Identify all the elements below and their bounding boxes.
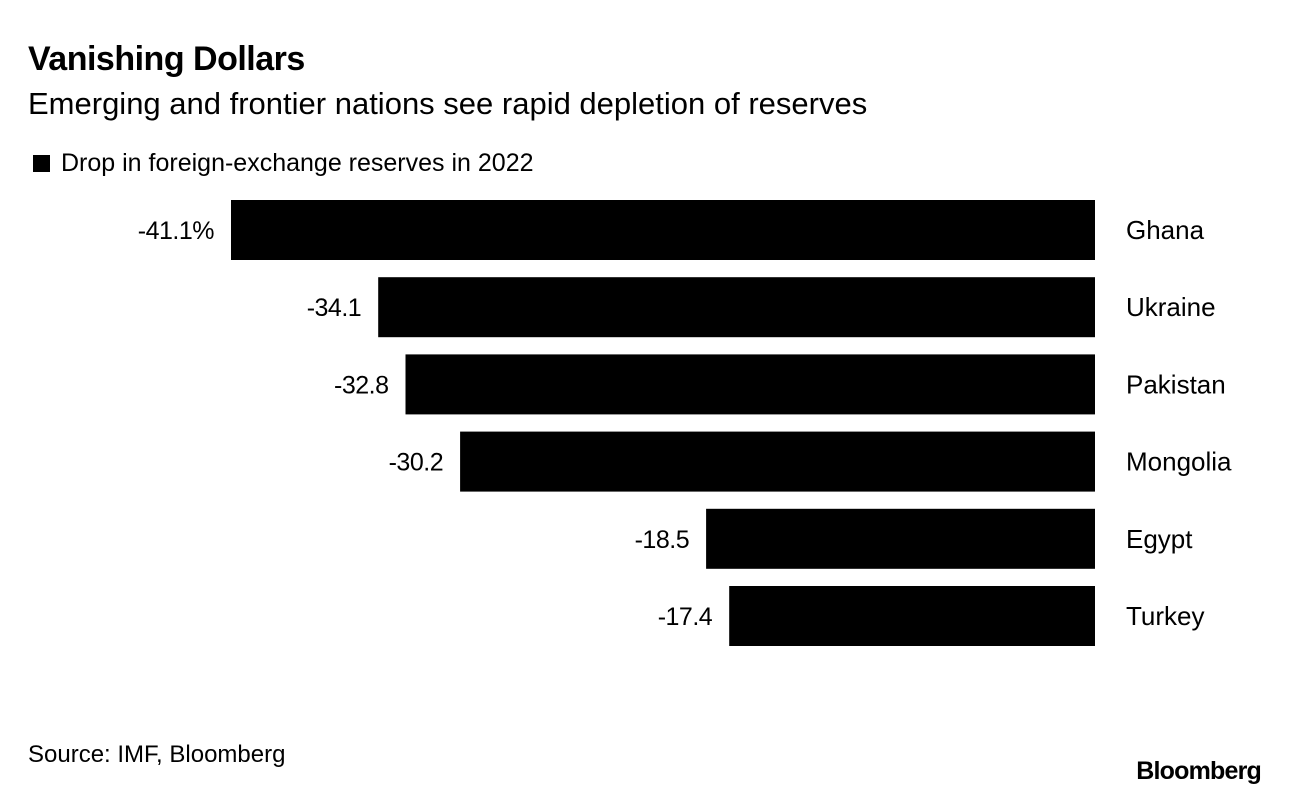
category-label-turkey: Turkey xyxy=(1126,601,1205,631)
category-label-ghana: Ghana xyxy=(1126,215,1205,245)
category-label-mongolia: Mongolia xyxy=(1126,447,1232,477)
source-note: Source: IMF, Bloomberg xyxy=(28,741,286,768)
bar-turkey xyxy=(729,586,1095,646)
bar-pakistan xyxy=(405,354,1095,415)
data-label-pakistan: -32.8 xyxy=(334,371,388,399)
legend-label: Drop in foreign-exchange reserves in 202… xyxy=(61,149,534,177)
data-label-ukraine: -34.1 xyxy=(307,294,361,322)
bar-ghana xyxy=(231,200,1095,260)
bar-ukraine xyxy=(378,277,1095,338)
legend: Drop in foreign-exchange reserves in 202… xyxy=(33,149,534,178)
chart-subtitle: Emerging and frontier nations see rapid … xyxy=(28,86,868,121)
bar-egypt xyxy=(706,508,1095,569)
category-label-egypt: Egypt xyxy=(1126,524,1193,554)
chart-title: Vanishing Dollars xyxy=(28,40,305,78)
data-label-mongolia: -30.2 xyxy=(389,449,443,477)
category-label-pakistan: Pakistan xyxy=(1126,369,1226,399)
data-label-egypt: -18.5 xyxy=(635,526,689,554)
bar-mongolia xyxy=(460,431,1096,492)
bloomberg-logo: Bloomberg xyxy=(1136,757,1262,785)
data-label-turkey: -17.4 xyxy=(658,603,713,631)
category-label-ukraine: Ukraine xyxy=(1126,292,1216,322)
legend-swatch xyxy=(33,155,50,172)
data-label-ghana: -41.1% xyxy=(138,217,214,245)
